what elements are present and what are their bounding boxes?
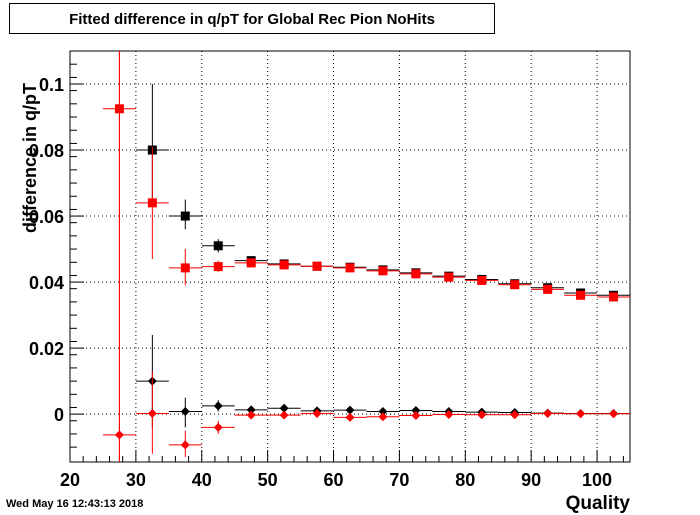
data-point bbox=[213, 262, 223, 272]
data-point bbox=[378, 266, 388, 276]
chart-title-box: Fitted difference in q/pT for Global Rec… bbox=[9, 3, 495, 34]
series-4 bbox=[102, 51, 630, 462]
data-point bbox=[213, 401, 223, 411]
data-point bbox=[180, 440, 190, 450]
data-point bbox=[246, 258, 256, 268]
x-tick-label: 100 bbox=[582, 470, 612, 490]
data-point bbox=[147, 198, 157, 208]
data-point bbox=[213, 241, 223, 251]
data-point bbox=[279, 260, 289, 270]
data-point bbox=[609, 409, 619, 419]
data-point bbox=[444, 272, 454, 282]
data-point bbox=[510, 410, 520, 420]
data-point bbox=[378, 406, 388, 416]
data-point bbox=[312, 261, 322, 271]
data-point bbox=[477, 410, 487, 420]
data-point bbox=[609, 292, 619, 302]
data-point bbox=[477, 275, 487, 285]
data-point bbox=[180, 263, 190, 273]
data-point bbox=[180, 406, 190, 416]
axis-layer: 20 30 40 50 60 70 80 90 100 0 0.02 0.04 0.06 0.08 0.1 bbox=[29, 50, 631, 490]
data-point bbox=[345, 412, 355, 422]
grid-layer bbox=[70, 51, 630, 462]
data-point bbox=[543, 284, 553, 294]
data-point bbox=[147, 408, 157, 418]
data-point bbox=[345, 405, 355, 415]
x-tick-label: 60 bbox=[324, 470, 344, 490]
y-axis-label: difference in q/pT bbox=[20, 82, 40, 233]
x-tick-label: 50 bbox=[258, 470, 278, 490]
plot-frame bbox=[69, 50, 631, 463]
data-point bbox=[411, 406, 421, 416]
x-tick-label: 80 bbox=[455, 470, 475, 490]
data-point bbox=[345, 263, 355, 273]
data-point bbox=[279, 410, 289, 420]
y-tick-label: 0.04 bbox=[29, 273, 64, 293]
y-tick-label: 0.08 bbox=[29, 141, 64, 161]
data-point bbox=[444, 409, 454, 419]
chart-title: Fitted difference in q/pT for Global Rec… bbox=[69, 11, 435, 28]
x-tick-label: 30 bbox=[126, 470, 146, 490]
data-point bbox=[279, 403, 289, 413]
y-tick-label: 0.02 bbox=[29, 339, 64, 359]
x-tick-label: 90 bbox=[521, 470, 541, 490]
data-point bbox=[510, 280, 520, 290]
data-point bbox=[576, 409, 586, 419]
x-tick-label: 20 bbox=[60, 470, 80, 490]
y-tick-label: 0.1 bbox=[39, 75, 64, 95]
data-point bbox=[180, 211, 190, 221]
data-point bbox=[543, 408, 553, 418]
timestamp: Wed May 16 12:43:13 2018 bbox=[6, 498, 144, 510]
data-point bbox=[114, 430, 124, 440]
data-point bbox=[378, 412, 388, 422]
data-point bbox=[576, 290, 586, 300]
data-point bbox=[411, 269, 421, 279]
x-axis-label: Quality bbox=[565, 493, 630, 514]
data-point bbox=[246, 405, 256, 415]
x-tick-label: 70 bbox=[389, 470, 409, 490]
series-2 bbox=[102, 51, 630, 462]
x-tick-label: 40 bbox=[192, 470, 212, 490]
data-layer bbox=[102, 51, 630, 462]
data-point bbox=[213, 422, 223, 432]
y-tick-label: 0 bbox=[54, 405, 64, 425]
data-point bbox=[411, 410, 421, 420]
y-tick-label: 0.06 bbox=[29, 207, 64, 227]
data-point bbox=[312, 408, 322, 418]
data-point bbox=[246, 410, 256, 420]
